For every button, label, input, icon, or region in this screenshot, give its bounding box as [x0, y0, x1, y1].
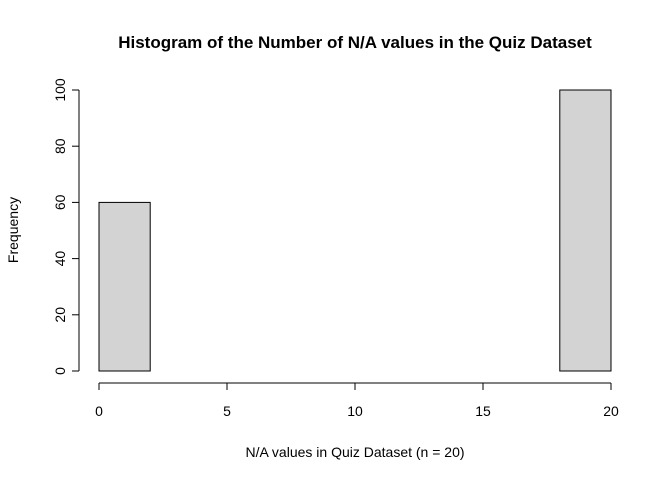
x-tick-label-2: 10 [347, 403, 363, 419]
histogram-bar-0 [98, 201, 151, 372]
x-tick-label-3: 15 [475, 403, 491, 419]
x-tick-label-0: 0 [95, 403, 103, 419]
bars-group [98, 89, 612, 372]
y-axis: 0 20 40 60 80 100 [52, 78, 80, 375]
x-tick-label-4: 20 [603, 403, 619, 419]
y-tick-label-3: 60 [52, 194, 68, 210]
y-axis-label: Frequency [5, 197, 21, 263]
y-tick-label-2: 40 [52, 251, 68, 267]
y-tick-label-4: 80 [52, 138, 68, 154]
x-axis-label: N/A values in Quiz Dataset (n = 20) [245, 444, 464, 460]
y-tick-label-0: 0 [52, 367, 68, 375]
x-axis: 0 5 10 15 20 [95, 382, 619, 419]
x-tick-label-1: 5 [223, 403, 231, 419]
chart-title: Histogram of the Number of N/A values in… [118, 33, 592, 52]
y-tick-label-1: 20 [52, 307, 68, 323]
y-tick-label-5: 100 [52, 78, 68, 102]
histogram-bar-9 [559, 89, 612, 372]
